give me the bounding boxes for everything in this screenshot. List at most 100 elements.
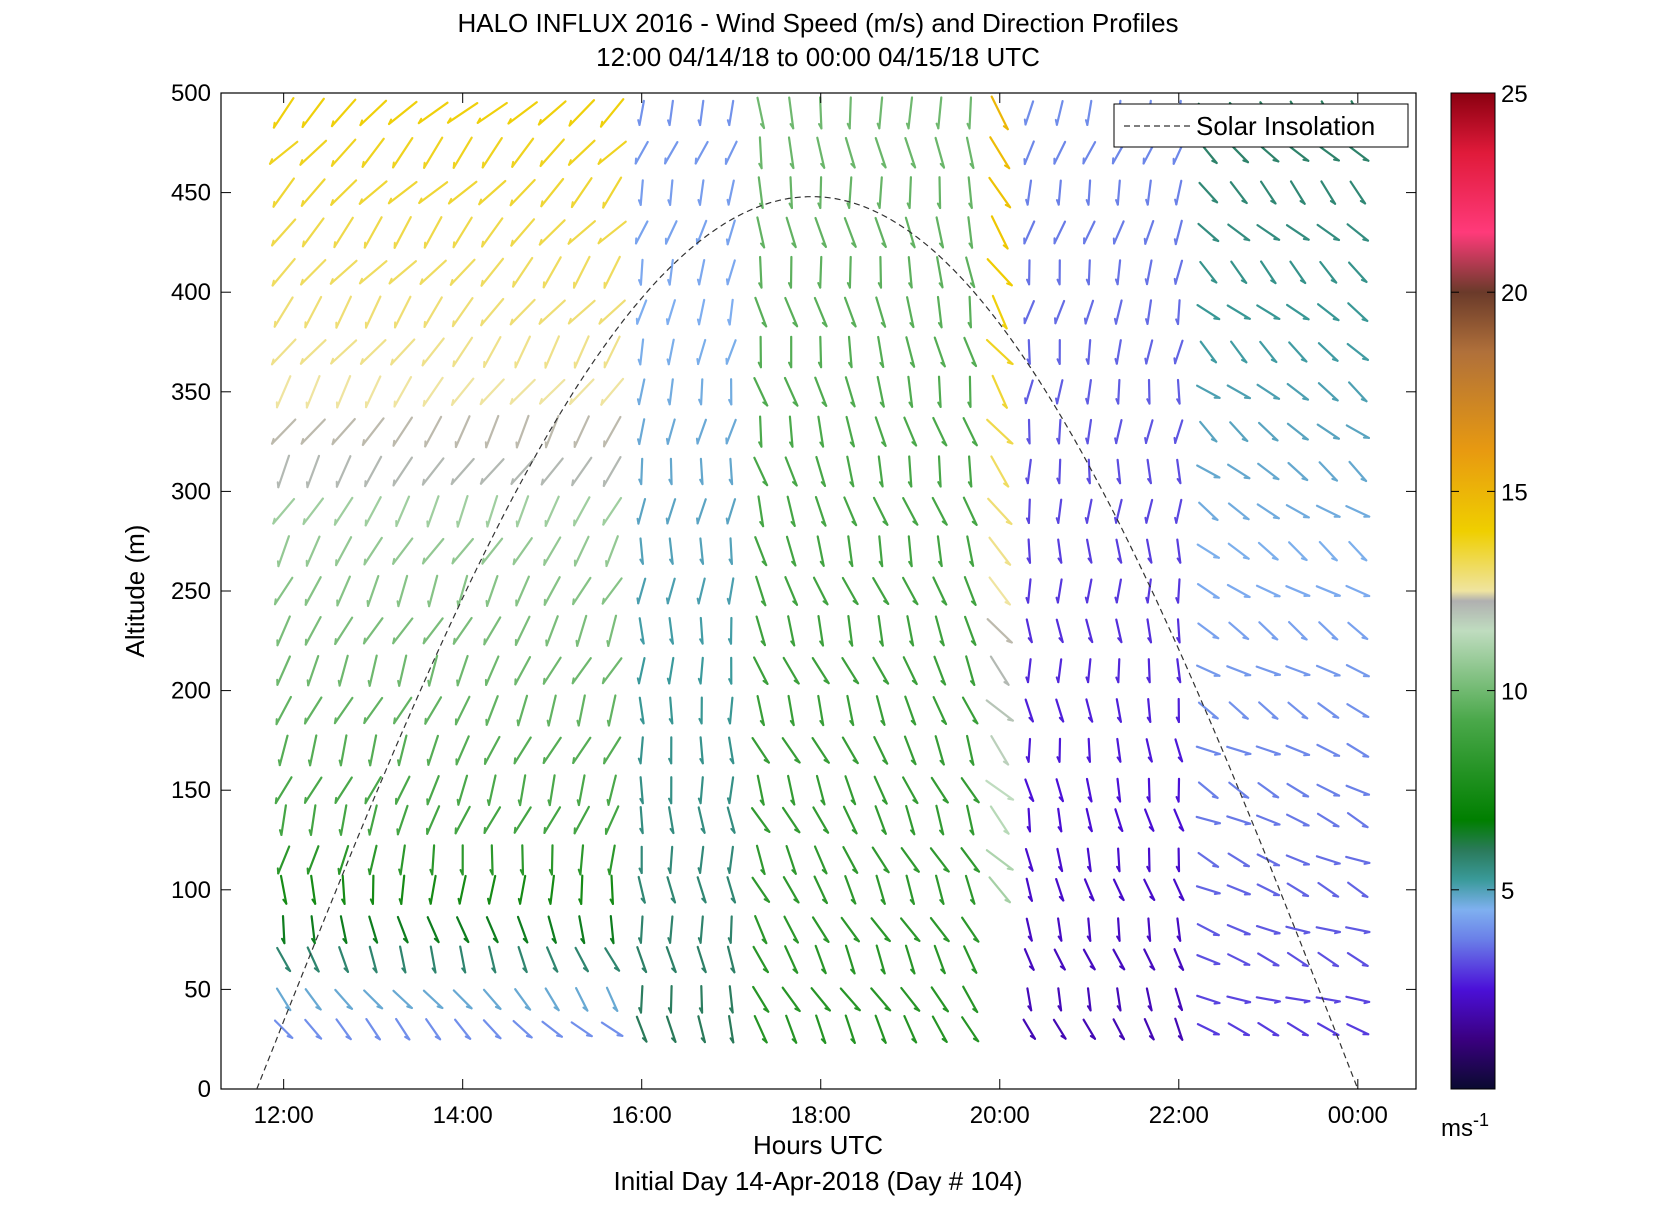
footer-label: Initial Day 14-Apr-2018 (Day # 104) [614, 1166, 1023, 1196]
wind-arrow-head [459, 899, 460, 904]
y-tick-label: 500 [171, 80, 211, 107]
wind-arrow-head [457, 522, 458, 527]
wind-arrow-head [369, 869, 370, 874]
wind-arrow-head [698, 599, 699, 604]
wind-arrow-head [608, 800, 609, 805]
colorbar-unit-base: ms [1441, 1115, 1473, 1142]
wind-arrow-head [1274, 239, 1279, 240]
wind-arrow-head [1275, 675, 1280, 676]
x-tick-label: 16:00 [612, 1102, 672, 1129]
x-tick-label: 14:00 [433, 1102, 493, 1129]
wind-arrow-head [1145, 518, 1146, 523]
wind-arrow-head [1363, 359, 1368, 360]
wind-arrow-head [638, 399, 639, 404]
wind-arrow-head [424, 401, 425, 406]
wind-arrow-head [1302, 479, 1307, 480]
wind-arrow-head [698, 320, 699, 325]
wind-arrow-head [638, 519, 639, 524]
wind-arrow [850, 98, 851, 129]
wind-arrow-head [1214, 597, 1219, 598]
wind-arrow-head [667, 319, 668, 324]
wind-arrow-head [488, 899, 489, 904]
wind-arrow-head [541, 161, 542, 166]
wind-arrow-head [307, 482, 308, 487]
wind-arrow-head [481, 320, 482, 325]
wind-arrow-head [637, 598, 638, 603]
wind-arrow-head [603, 520, 604, 525]
wind-arrow-head [398, 601, 399, 606]
wind-arrow [1149, 779, 1150, 802]
wind-arrow-head [1305, 1001, 1310, 1002]
wind-arrow-head [332, 161, 333, 166]
wind-arrow-head [1086, 120, 1087, 125]
wind-arrow [641, 986, 642, 1013]
wind-arrow-head [1275, 1001, 1280, 1002]
wind-arrow-head [542, 480, 543, 485]
wind-arrow-head [428, 681, 429, 686]
wind-arrow-head [482, 281, 483, 286]
wind-arrow-head [1213, 637, 1218, 638]
wind-arrow-head [428, 760, 429, 765]
wind-arrow-head [1334, 160, 1339, 161]
y-axis-label: Altitude (m) [120, 525, 150, 658]
wind-arrow [820, 257, 821, 288]
wind-arrow [940, 177, 941, 208]
wind-arrow-head [1215, 893, 1220, 894]
colorbar-unit-exp: -1 [1473, 1110, 1489, 1130]
wind-arrow-head [1334, 239, 1339, 240]
wind-arrow-head [397, 829, 398, 834]
wind-arrow [1149, 849, 1150, 872]
wind-arrow-head [482, 559, 483, 564]
wind-arrow-head [276, 798, 277, 803]
wind-arrow-head [1333, 717, 1338, 718]
wind-arrow-head [577, 721, 578, 726]
wind-arrow-head [1008, 720, 1013, 721]
wind-arrow-head [1175, 239, 1176, 244]
wind-arrow-head [698, 280, 699, 285]
wind-arrow-head [1363, 756, 1368, 757]
wind-arrow-head [544, 679, 545, 684]
wind-arrow [970, 98, 972, 129]
wind-arrow-head [557, 1036, 562, 1037]
wind-arrow-head [335, 639, 336, 644]
y-tick-label: 400 [171, 279, 211, 306]
wind-arrow-head [573, 758, 574, 763]
wind-arrow-head [572, 202, 573, 207]
wind-arrow-head [1174, 358, 1175, 363]
wind-arrow-head [272, 241, 273, 246]
wind-arrow-head [1335, 864, 1340, 865]
wind-arrow-head [1334, 826, 1339, 827]
wind-arrow-head [1213, 240, 1218, 241]
y-tick-label: 0 [198, 1076, 211, 1103]
wind-arrow [1029, 420, 1030, 444]
y-tick-label: 150 [171, 777, 211, 804]
wind-arrow-head [667, 598, 668, 603]
wind-arrow [1029, 500, 1030, 523]
wind-arrow-head [1365, 932, 1370, 933]
wind-arrow-head [1303, 896, 1308, 897]
wind-arrow-head [1303, 796, 1308, 797]
wind-arrow-head [303, 241, 304, 246]
y-tick-label: 350 [171, 379, 211, 406]
wind-arrow-head [304, 519, 305, 524]
wind-arrow-head [1335, 932, 1340, 933]
wind-arrow-head [487, 522, 488, 527]
wind-arrow-head [1333, 896, 1338, 897]
wind-arrow-head [424, 163, 425, 168]
wind-arrow-head [458, 601, 459, 606]
wind-arrow-head [428, 601, 429, 606]
y-tick-label: 50 [184, 976, 211, 1003]
wind-arrow-head [1243, 638, 1248, 639]
wind-arrow-head [727, 519, 728, 524]
wind-arrow [1178, 579, 1179, 602]
wind-arrow-head [309, 760, 310, 765]
wind-arrow-head [393, 638, 394, 643]
wind-arrow-head [1304, 319, 1309, 320]
wind-arrow [373, 876, 374, 904]
chart-title: HALO INFLUX 2016 - Wind Speed (m/s) and … [457, 8, 1178, 38]
wind-arrow-head [1365, 863, 1370, 864]
wind-arrow-head [1025, 398, 1026, 403]
wind-arrow-head [1273, 558, 1278, 559]
wind-arrow-head [1085, 319, 1086, 324]
wind-arrow-head [429, 899, 430, 904]
